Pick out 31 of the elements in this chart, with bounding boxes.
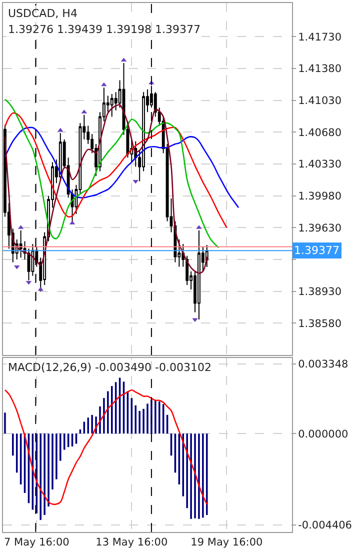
y-tick-label: 0.003348	[298, 358, 348, 371]
point	[101, 82, 107, 86]
line-series	[4, 389, 208, 506]
line-series	[4, 126, 240, 208]
y-tick-label: 1.40330	[298, 158, 342, 171]
y-tick-label: 0.000000	[298, 428, 348, 440]
text: 1.39276 1.39439 1.39198 1.39377	[8, 23, 200, 36]
x-tick-label: 7 May 16:00	[4, 536, 70, 549]
y-tick-label: 1.38930	[298, 286, 342, 298]
candlestick	[19, 230, 22, 258]
x-tick-label: 13 May 16:00	[96, 536, 168, 549]
y-tick-label: 1.41730	[298, 31, 342, 44]
point	[58, 128, 64, 132]
chart-title: USDCAD, H4	[8, 7, 78, 20]
line-series	[4, 112, 228, 228]
y-tick-label: 1.39980	[298, 190, 342, 203]
y-tick-label: -0.004406	[298, 520, 352, 532]
candlestick	[198, 230, 200, 320]
y-tick-label: 1.40680	[298, 126, 342, 139]
y-tick-label: 1.41030	[298, 94, 342, 107]
y-tick-label: 1.41380	[298, 63, 342, 76]
x-tick-label: 19 May 16:00	[190, 536, 263, 549]
candlestick	[110, 93, 114, 118]
candlestick	[182, 244, 185, 268]
candlestick	[58, 132, 62, 181]
y-tick-label: 1.39630	[298, 222, 342, 234]
ref-line-label: 1.39377	[294, 244, 340, 257]
chart-title: MACD(12,26,9) -0.003490 -0.003102	[8, 361, 212, 374]
line-series	[4, 104, 208, 274]
y-tick-label: 1.38580	[298, 318, 342, 330]
line-series	[4, 98, 220, 248]
